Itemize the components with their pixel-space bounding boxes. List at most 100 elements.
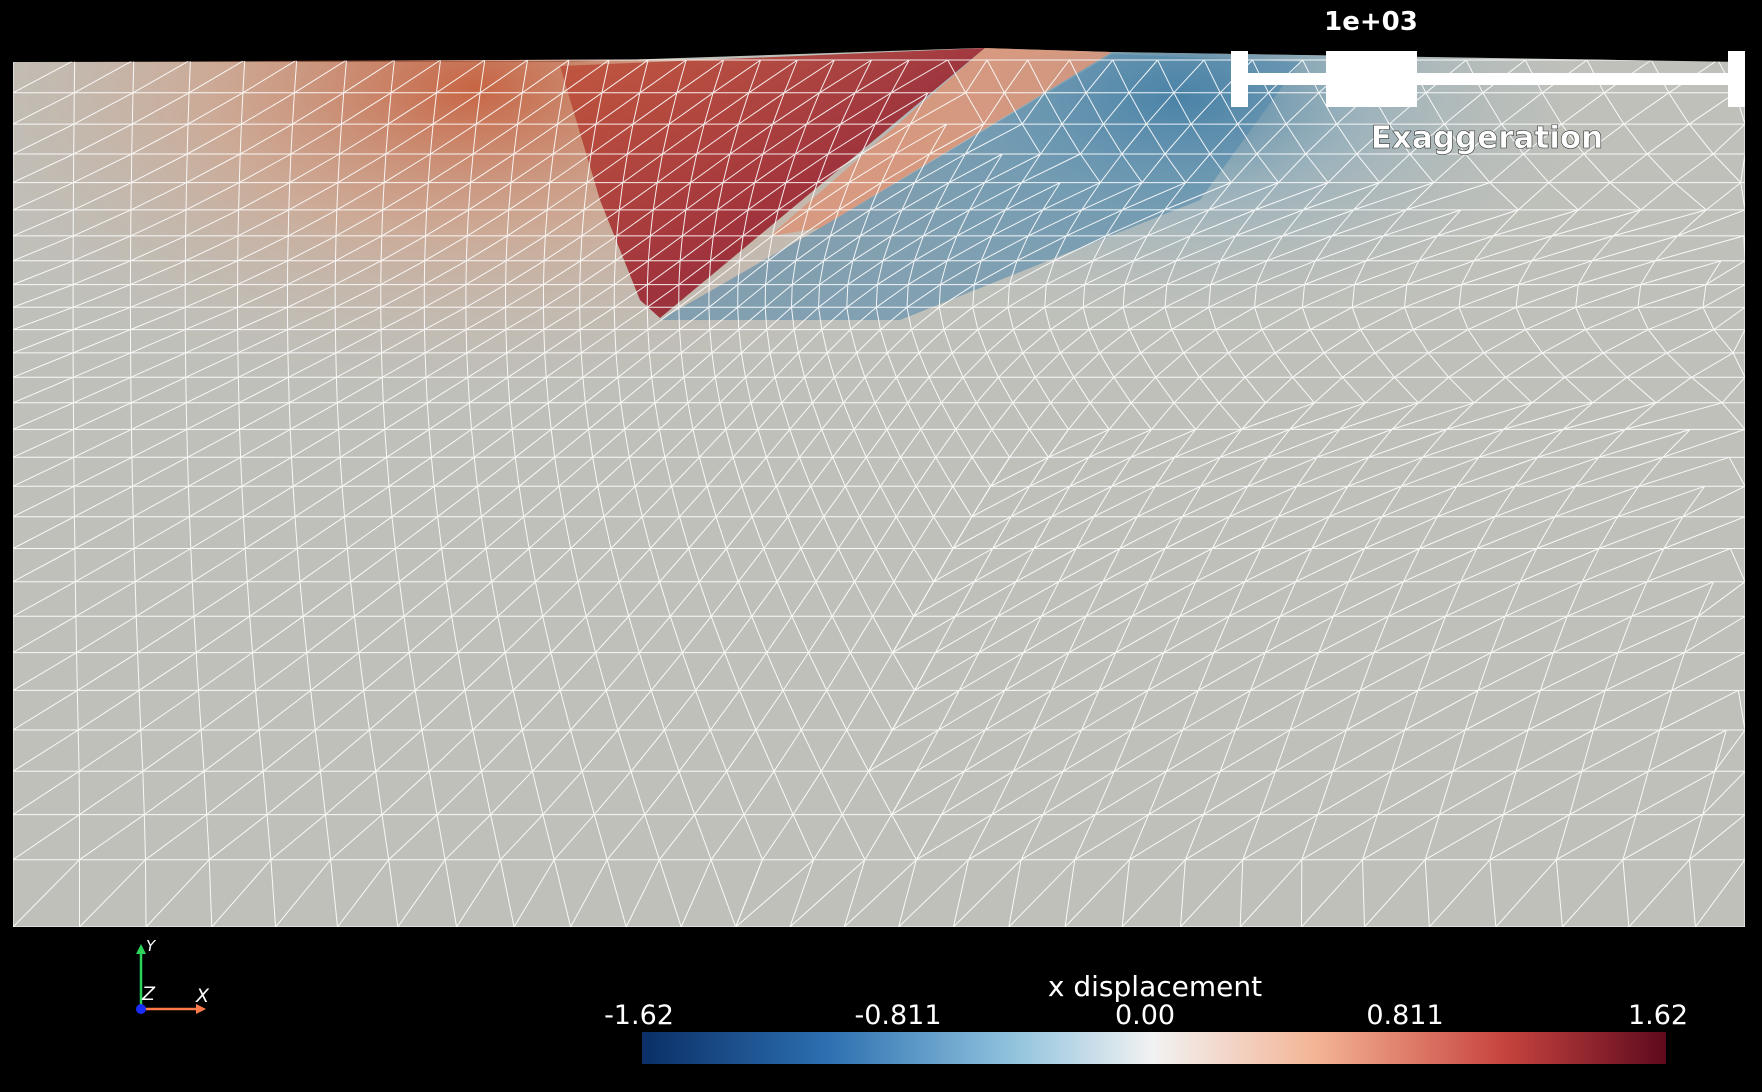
mesh-edge: [933, 486, 954, 517]
mesh-edge: [891, 771, 917, 815]
mesh-edge: [1199, 376, 1220, 404]
mesh-edge: [1443, 92, 1484, 125]
mesh-edge: [292, 92, 344, 125]
mesh-edge: [695, 652, 725, 691]
mesh-edge: [893, 581, 915, 617]
mesh-edge: [694, 771, 728, 815]
mesh-edge: [685, 182, 692, 210]
mesh-edge: [991, 429, 1011, 458]
mesh-edge: [470, 153, 474, 183]
mesh-edge: [1331, 209, 1354, 237]
mesh-edge: [1254, 284, 1257, 308]
mesh-edge: [296, 548, 301, 582]
mesh-edge: [1183, 352, 1200, 378]
mesh-edge: [319, 771, 326, 815]
mesh-edge: [680, 859, 712, 927]
mesh-edge: [762, 123, 774, 155]
mesh-domain[interactable]: [13, 40, 1745, 927]
mesh-edge: [1377, 771, 1393, 815]
mesh-edge: [137, 615, 195, 654]
mesh-edge: [679, 306, 710, 330]
mesh-edge: [534, 581, 544, 617]
slider-left-cap[interactable]: [1231, 51, 1248, 107]
mesh-edge: [1446, 402, 1475, 430]
mesh-edge: [425, 352, 468, 378]
mesh-edge: [766, 306, 792, 330]
mesh-edge: [833, 377, 844, 403]
mesh-edge: [310, 652, 360, 691]
mesh-edge: [130, 429, 133, 458]
mesh-edge: [195, 615, 250, 654]
mesh-edge: [1401, 456, 1479, 487]
mesh-edge: [852, 235, 892, 262]
mesh-edge: [559, 652, 596, 691]
mesh-edge: [1625, 402, 1723, 430]
exaggeration-value: 1e+03: [1324, 7, 1418, 37]
mesh-edge: [826, 329, 851, 354]
mesh-edge: [424, 260, 467, 286]
mesh-edge: [77, 729, 80, 772]
mesh-edge: [644, 814, 660, 860]
mesh-edge: [1582, 548, 1665, 583]
mesh-edge: [1483, 329, 1526, 354]
mesh-edge: [901, 182, 916, 211]
mesh-edge: [1197, 652, 1215, 691]
mesh-edge: [1042, 182, 1061, 211]
mesh-edge: [991, 771, 1014, 815]
mesh-edge: [335, 209, 338, 236]
slider-right-cap[interactable]: [1728, 51, 1745, 107]
slider-track[interactable]: [1248, 73, 1732, 85]
mesh-edge: [874, 402, 888, 430]
mesh-edge: [815, 548, 839, 582]
mesh-edge: [330, 859, 338, 927]
mesh-edge: [1012, 729, 1034, 772]
mesh-edge: [955, 429, 973, 458]
mesh-edge: [1115, 615, 1181, 654]
mesh-edge: [1285, 123, 1307, 155]
mesh-edge: [710, 581, 739, 617]
mesh-edge: [601, 59, 649, 94]
mesh-edge: [570, 859, 608, 927]
mesh-edge: [1515, 307, 1527, 330]
mesh-edge: [73, 153, 132, 184]
mesh-edge: [341, 456, 387, 487]
mesh-edge: [185, 329, 238, 354]
mesh-edge: [292, 486, 296, 517]
mesh-edge: [480, 516, 487, 549]
mesh-edge: [1004, 652, 1024, 691]
mesh-edge: [130, 235, 186, 262]
mesh-edge: [847, 260, 854, 285]
mesh-edge: [465, 329, 468, 353]
mesh-edge: [859, 209, 871, 237]
mesh-edge: [754, 153, 796, 184]
mesh-edge: [664, 429, 694, 458]
mesh-edge: [559, 690, 572, 731]
exaggeration-slider[interactable]: 1e+03 Exaggeration: [1231, 7, 1745, 156]
mesh-edge: [426, 182, 471, 211]
mesh-edge: [1041, 581, 1104, 617]
mesh-edge: [1422, 428, 1504, 458]
mesh-edge: [297, 516, 345, 549]
mesh-edge: [894, 123, 947, 155]
mesh-edge: [427, 153, 431, 183]
mesh-edge: [882, 235, 892, 261]
mesh-edge: [145, 859, 210, 927]
mesh-edge: [1092, 235, 1107, 262]
mesh-edge: [748, 59, 798, 94]
mesh-edge: [310, 690, 316, 731]
mesh-edge: [915, 457, 937, 487]
mesh-edge: [1364, 859, 1426, 927]
mesh-edge: [751, 616, 768, 653]
mesh-edge: [518, 456, 556, 487]
mesh-edge: [445, 548, 487, 583]
mesh-edge: [1448, 352, 1485, 378]
mesh-edge: [1203, 770, 1276, 816]
mesh-edge: [481, 485, 520, 518]
mesh-edge: [237, 284, 288, 308]
mesh-edge: [287, 352, 289, 378]
mesh-edge: [698, 581, 712, 617]
mesh-edge: [1145, 123, 1166, 155]
slider-handle[interactable]: [1326, 51, 1417, 107]
